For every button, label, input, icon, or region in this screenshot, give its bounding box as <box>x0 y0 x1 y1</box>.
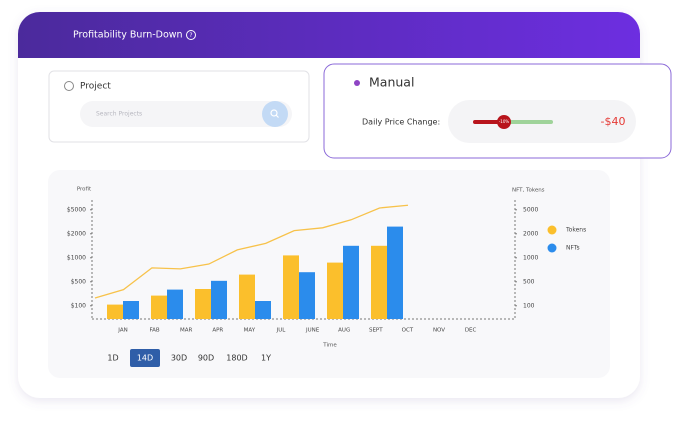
search-placeholder: Search Projects <box>96 111 142 118</box>
chart: $100 $500 $1000 $2000 $5000 100 500 1000 2000 500… <box>67 204 586 334</box>
bar <box>239 274 255 319</box>
legend-label: NFTs <box>566 245 580 252</box>
period-button[interactable]: 1D <box>107 354 118 363</box>
bar <box>255 301 271 319</box>
x-tick-label: MAY <box>244 328 256 334</box>
x-tick-label: DEC <box>465 328 477 334</box>
x-tick-label: APR <box>212 328 223 334</box>
y-axis-title: Profit <box>77 187 92 193</box>
bar <box>327 262 343 319</box>
bar <box>107 304 123 319</box>
y-tick-label: $2000 <box>67 230 86 237</box>
bar <box>343 245 359 319</box>
bar <box>211 280 227 319</box>
period-selector: 1D 14D 30D 90D 180D 1Y <box>107 349 271 367</box>
y-tick-label: $1000 <box>67 254 86 261</box>
x-tick-label: JUNE <box>305 328 320 334</box>
y-tick-label: $500 <box>71 278 86 285</box>
y2-tick-label: 5000 <box>523 206 538 213</box>
bar <box>123 301 139 319</box>
y2-tick-label: 1000 <box>523 254 538 261</box>
bar <box>167 289 183 319</box>
line <box>94 204 409 299</box>
project-radio[interactable] <box>64 81 74 91</box>
legend-label: Tokens <box>565 227 586 234</box>
x-tick-label: FAB <box>149 328 159 334</box>
price-amount: -$40 <box>601 115 626 128</box>
y2-tick-label: 2000 <box>523 230 538 237</box>
x-tick-label: AUG <box>338 328 350 334</box>
slider-track-pos <box>505 120 553 124</box>
help-icon[interactable]: ? <box>186 30 196 40</box>
period-button[interactable]: 14D <box>137 354 153 363</box>
y2-tick-label: 100 <box>523 302 535 309</box>
x-tick-label: SEPT <box>369 328 383 334</box>
period-button[interactable]: 1Y <box>261 354 271 363</box>
x-tick-label: JAN <box>117 328 127 334</box>
project-label: Project <box>80 82 111 92</box>
bar <box>151 295 167 319</box>
slider-knob[interactable] <box>497 115 511 129</box>
search-input[interactable] <box>80 101 292 127</box>
period-button[interactable]: 90D <box>198 354 214 363</box>
search-button[interactable] <box>262 101 288 127</box>
y2-tick-label: 500 <box>523 278 535 285</box>
svg-text:?: ? <box>189 32 192 39</box>
x-tick-label: JUL <box>276 328 287 334</box>
period-active-bg <box>130 349 160 367</box>
manual-label: Manual <box>369 75 414 90</box>
period-button[interactable]: 180D <box>226 354 247 363</box>
field-label: Daily Price Change: <box>362 118 440 127</box>
y-tick-label: $100 <box>71 302 86 309</box>
y2-axis-title: NFT, Tokens <box>512 188 545 194</box>
period-button[interactable]: 30D <box>171 354 187 363</box>
slider-label: -10% <box>499 119 510 124</box>
y-tick-label: $5000 <box>67 206 86 213</box>
x-tick-label: OCT <box>402 328 414 334</box>
slider-track-neg <box>473 120 505 124</box>
manual-dot <box>354 80 360 86</box>
header-title: Profitability Burn-Down <box>73 30 183 41</box>
bar <box>283 255 299 319</box>
x-tick-label: NOV <box>433 328 445 334</box>
bar <box>299 272 315 319</box>
legend-swatch <box>547 243 557 253</box>
legend-swatch <box>547 225 557 235</box>
bar <box>371 245 387 319</box>
x-axis-title: Time <box>322 343 337 349</box>
header-bar <box>18 12 640 58</box>
bar <box>195 289 211 319</box>
bar <box>387 226 403 319</box>
x-tick-label: MAR <box>180 328 193 334</box>
